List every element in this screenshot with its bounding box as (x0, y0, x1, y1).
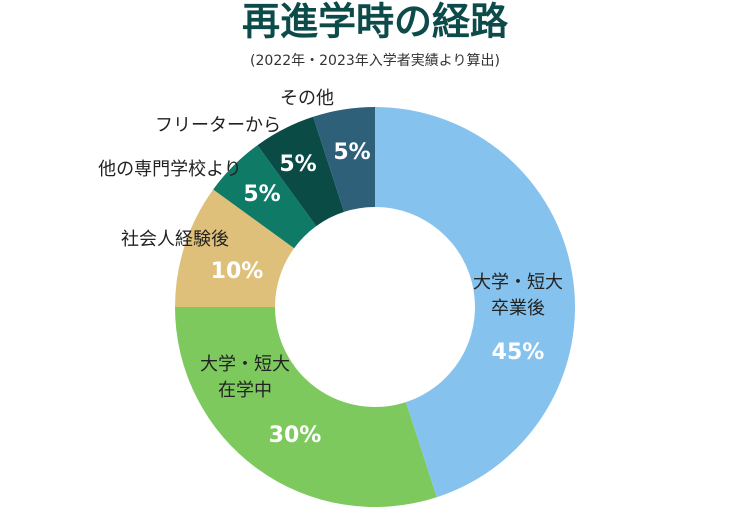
donut-slice (257, 116, 345, 227)
chart-title: 再進学時の経路 (242, 0, 509, 44)
donut-slice (213, 145, 317, 249)
value-label: 30% (269, 423, 322, 448)
category-label: フリーターから (155, 115, 281, 136)
category-label: 社会人経験後 (121, 229, 229, 250)
value-label: 45% (492, 340, 545, 365)
donut-slice (313, 107, 375, 212)
donut-slice (175, 307, 437, 507)
value-label: 5% (279, 152, 316, 177)
donut-slice (175, 189, 295, 307)
value-label: 5% (333, 140, 370, 165)
category-label: 大学・短大在学中 (200, 354, 290, 401)
category-label: その他 (280, 88, 334, 109)
value-label: 10% (211, 259, 264, 284)
category-label: 大学・短大卒業後 (473, 272, 563, 319)
donut-slice (375, 107, 576, 498)
value-label: 5% (243, 182, 280, 207)
chart-subtitle: (2022年・2023年入学者実績より算出) (250, 53, 500, 69)
category-label: 他の専門学校より (98, 159, 242, 180)
